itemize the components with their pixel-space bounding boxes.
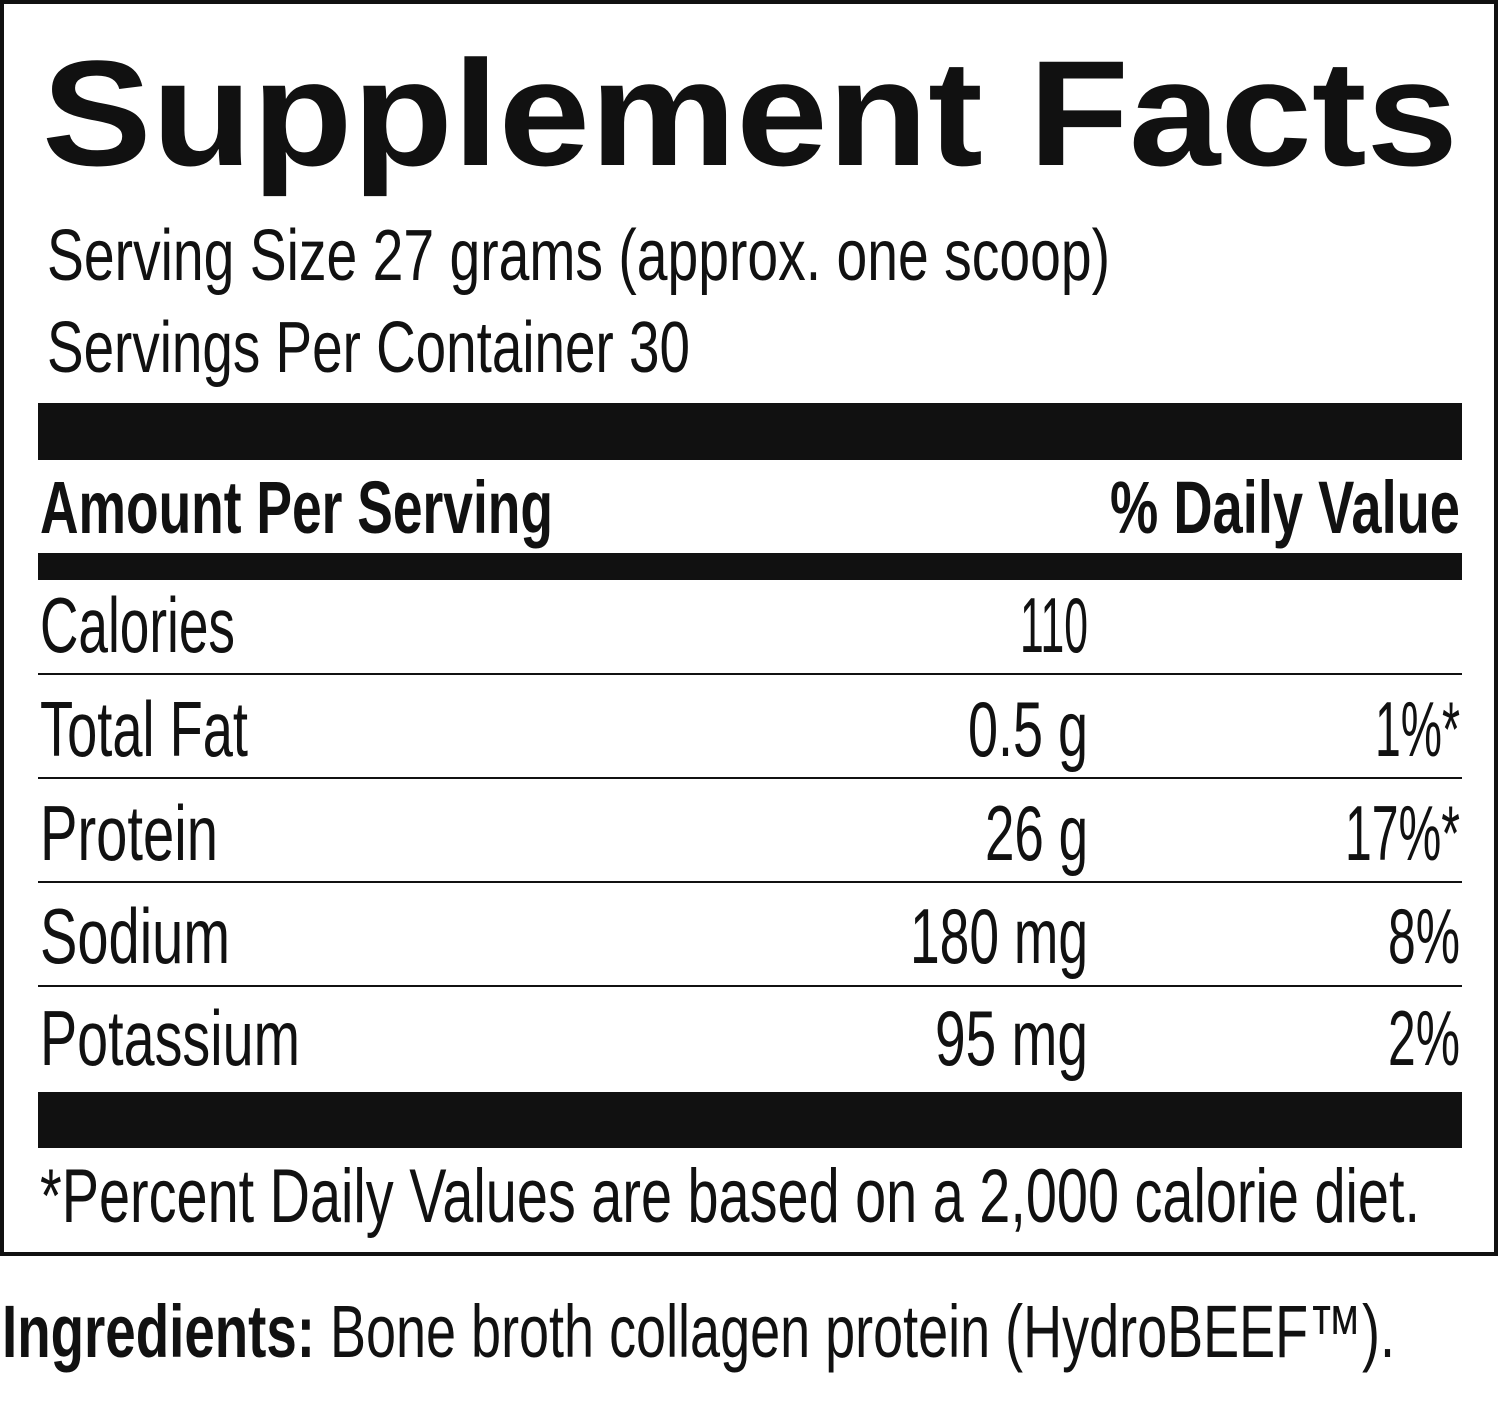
nutrient-amount: 95 mg [935, 994, 1088, 1082]
footnote: *Percent Daily Values are based on a 2,0… [40, 1154, 1420, 1239]
nutrient-amount: 26 g [985, 789, 1088, 877]
nutrient-amount: 110 [1020, 581, 1088, 669]
nutrient-amount: 180 mg [910, 892, 1088, 980]
amount-header: Amount Per Serving [40, 466, 553, 549]
thick-rule [38, 403, 1462, 460]
dv-header: % Daily Value [1110, 466, 1460, 549]
servings-per-container: Servings Per Container 30 [47, 308, 690, 388]
nutrient-name: Calories [40, 581, 235, 669]
serving-size: Serving Size 27 grams (approx. one scoop… [47, 216, 1110, 296]
nutrient-dv: 1%* [1375, 685, 1460, 773]
label-border [0, 0, 1498, 1256]
ingredients-text: Bone broth collagen protein (HydroBEEF™)… [330, 1290, 1395, 1373]
medium-rule [38, 553, 1462, 580]
nutrient-name: Total Fat [40, 685, 248, 773]
nutrient-name: Protein [40, 789, 218, 877]
ingredients-label: Ingredients: [2, 1290, 315, 1373]
nutrient-name: Potassium [40, 994, 300, 1082]
nutrient-name: Sodium [40, 892, 230, 980]
title: Supplement Facts [42, 29, 1458, 197]
nutrient-dv: 8% [1388, 892, 1460, 980]
nutrient-amount: 0.5 g [968, 685, 1088, 773]
nutrient-dv: 2% [1388, 994, 1460, 1082]
nutrient-dv: 17%* [1345, 789, 1460, 877]
thick-rule [38, 1092, 1462, 1148]
